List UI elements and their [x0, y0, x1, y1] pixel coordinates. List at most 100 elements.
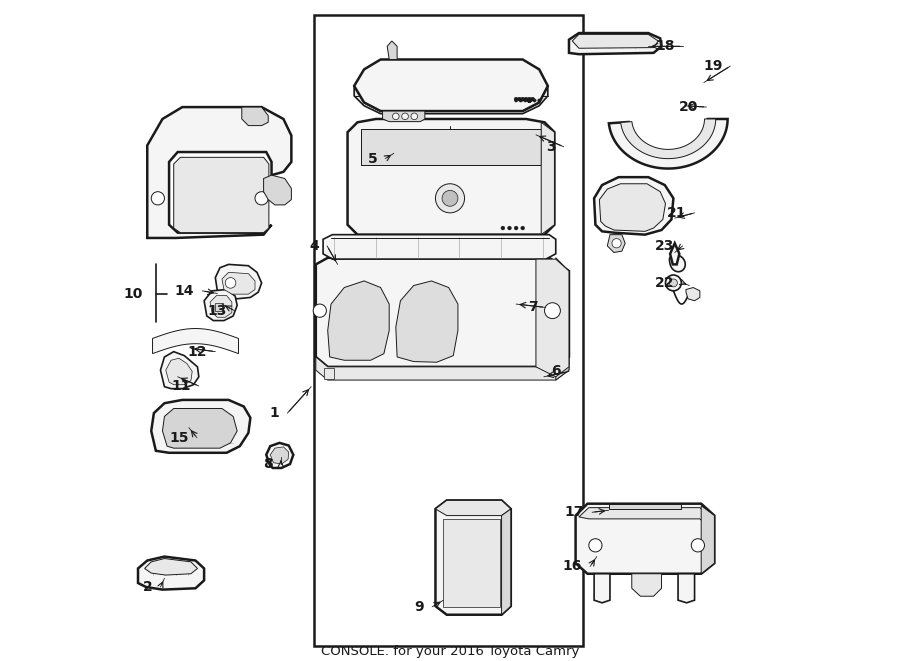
Polygon shape	[670, 255, 685, 272]
Polygon shape	[594, 177, 673, 235]
Circle shape	[527, 98, 531, 102]
Text: 9: 9	[415, 600, 424, 614]
Text: 20: 20	[680, 100, 698, 114]
Text: 7: 7	[527, 300, 537, 315]
Circle shape	[518, 97, 521, 101]
Circle shape	[531, 97, 535, 101]
Polygon shape	[153, 329, 238, 354]
Polygon shape	[242, 107, 268, 126]
Circle shape	[544, 303, 561, 319]
Text: 21: 21	[667, 206, 687, 220]
Text: 3: 3	[546, 139, 556, 154]
Text: 23: 23	[655, 239, 675, 253]
Circle shape	[151, 192, 165, 205]
Circle shape	[589, 539, 602, 552]
Circle shape	[515, 98, 518, 102]
Text: 17: 17	[565, 505, 584, 520]
Polygon shape	[355, 59, 548, 111]
Polygon shape	[361, 129, 541, 165]
Text: 22: 22	[655, 276, 675, 290]
Circle shape	[436, 184, 464, 213]
Text: CONSOLE. for your 2016 Toyota Camry: CONSOLE. for your 2016 Toyota Camry	[320, 644, 580, 658]
Polygon shape	[621, 119, 716, 159]
Polygon shape	[609, 119, 727, 169]
Text: 19: 19	[703, 59, 723, 73]
Polygon shape	[382, 111, 425, 122]
Polygon shape	[701, 506, 715, 574]
Circle shape	[225, 278, 236, 288]
Polygon shape	[270, 447, 289, 464]
Circle shape	[533, 98, 536, 102]
Circle shape	[527, 98, 531, 102]
Circle shape	[508, 226, 511, 230]
Circle shape	[608, 504, 620, 517]
Polygon shape	[148, 107, 292, 238]
Circle shape	[524, 97, 528, 101]
Polygon shape	[166, 358, 193, 385]
Text: 16: 16	[562, 559, 582, 574]
Circle shape	[612, 239, 621, 248]
Circle shape	[401, 113, 409, 120]
Polygon shape	[210, 295, 232, 317]
Polygon shape	[145, 559, 197, 575]
Polygon shape	[572, 34, 658, 48]
Polygon shape	[579, 508, 711, 527]
Polygon shape	[608, 504, 681, 509]
Polygon shape	[264, 175, 292, 205]
Polygon shape	[599, 184, 665, 231]
Polygon shape	[355, 86, 548, 114]
Circle shape	[514, 97, 518, 101]
Polygon shape	[387, 41, 397, 59]
Polygon shape	[215, 264, 262, 299]
Polygon shape	[436, 500, 511, 516]
Polygon shape	[556, 258, 569, 380]
Polygon shape	[174, 157, 269, 233]
Circle shape	[537, 98, 541, 102]
Text: 2: 2	[143, 580, 153, 594]
Polygon shape	[608, 235, 625, 253]
Circle shape	[501, 226, 505, 230]
Polygon shape	[541, 122, 554, 235]
Circle shape	[527, 97, 531, 101]
Polygon shape	[678, 574, 695, 603]
Polygon shape	[536, 259, 569, 377]
Text: 6: 6	[552, 364, 561, 379]
Text: 13: 13	[207, 303, 227, 318]
Text: 1: 1	[270, 406, 280, 420]
Polygon shape	[138, 557, 204, 590]
Polygon shape	[632, 574, 662, 596]
Polygon shape	[576, 504, 715, 574]
Polygon shape	[160, 352, 199, 389]
Bar	[314, 15, 583, 646]
Circle shape	[521, 97, 525, 101]
Circle shape	[519, 98, 522, 102]
Circle shape	[255, 192, 268, 205]
Text: 15: 15	[169, 430, 189, 445]
Polygon shape	[436, 500, 511, 615]
Circle shape	[411, 113, 418, 120]
Circle shape	[665, 275, 681, 291]
Circle shape	[527, 98, 531, 102]
Polygon shape	[444, 519, 500, 607]
Polygon shape	[163, 408, 238, 448]
Text: 18: 18	[655, 39, 675, 54]
Circle shape	[610, 507, 617, 514]
Polygon shape	[215, 303, 223, 311]
Text: 10: 10	[123, 287, 142, 301]
Polygon shape	[151, 400, 250, 453]
Polygon shape	[316, 258, 569, 367]
Polygon shape	[670, 243, 680, 264]
Circle shape	[528, 98, 532, 102]
Polygon shape	[324, 368, 334, 379]
Polygon shape	[328, 281, 389, 360]
Circle shape	[442, 190, 458, 206]
Text: 5: 5	[367, 151, 377, 166]
Text: 14: 14	[175, 284, 194, 298]
Polygon shape	[347, 119, 554, 235]
Text: 11: 11	[171, 379, 191, 393]
Polygon shape	[594, 574, 610, 603]
Text: 4: 4	[310, 239, 320, 253]
Circle shape	[392, 113, 399, 120]
Polygon shape	[204, 290, 238, 321]
Circle shape	[521, 226, 525, 230]
